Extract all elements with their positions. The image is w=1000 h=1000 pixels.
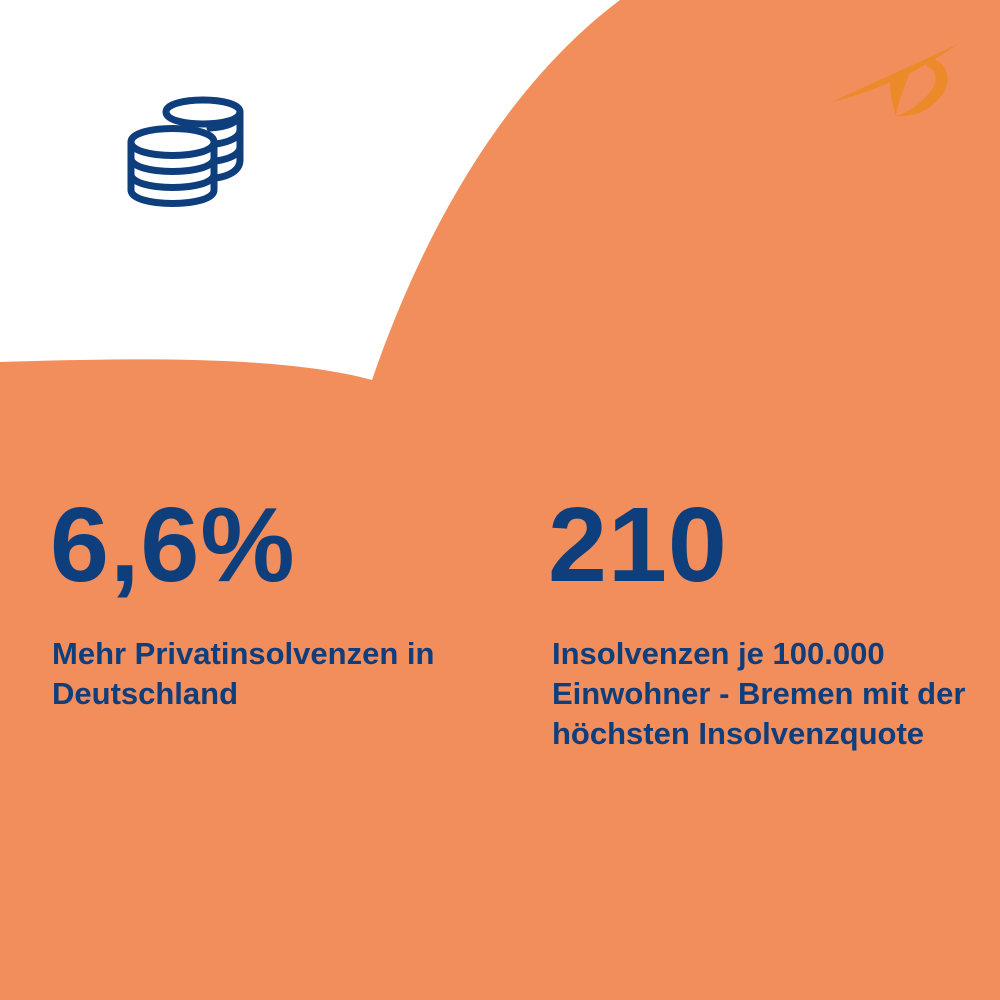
stat-number-insolvencies-per-100k: 210 <box>548 486 728 604</box>
stat-number-percentage: 6,6% <box>50 486 296 604</box>
brand-logo-icon <box>832 44 958 117</box>
coins-icon <box>127 96 244 207</box>
stat-description-private-insolvencies: Mehr Privatinsolvenzen in Deutschland <box>52 636 435 711</box>
stat-description-bremen-quota: Insolvenzen je 100.000 Einwohner - Breme… <box>552 636 966 751</box>
